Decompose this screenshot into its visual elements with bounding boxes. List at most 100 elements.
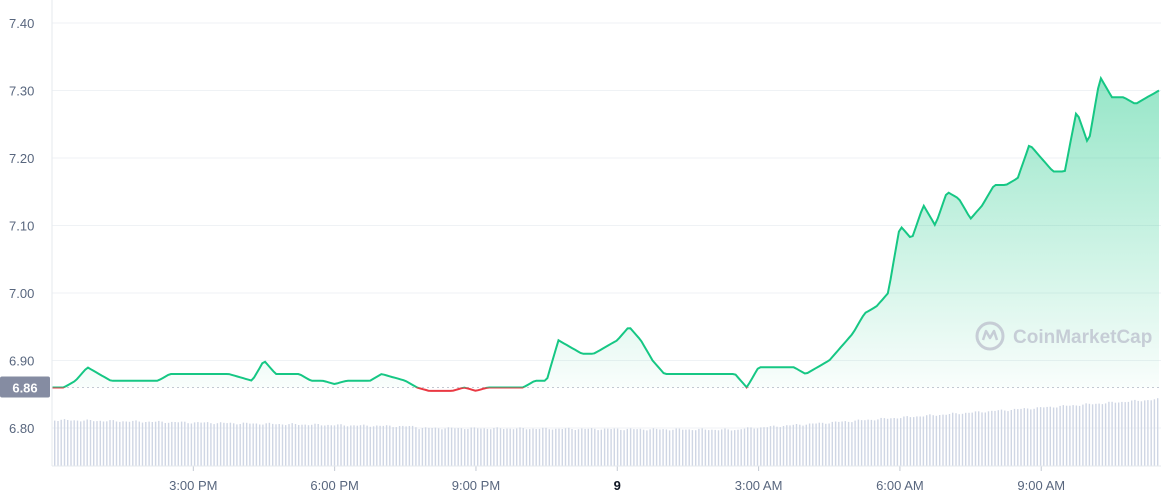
- volume-bar: [1121, 401, 1123, 466]
- volume-bar: [704, 429, 707, 466]
- volume-bar: [337, 424, 339, 466]
- y-tick-label: 7.10: [9, 219, 34, 234]
- volume-bar: [616, 428, 619, 466]
- volume-bar: [333, 425, 336, 466]
- volume-bar: [893, 418, 895, 466]
- volume-bar: [873, 420, 876, 466]
- volume-bar: [590, 428, 593, 466]
- volume-bar: [548, 429, 550, 466]
- volume-bar: [997, 410, 999, 466]
- volume-bar: [89, 420, 92, 466]
- volume-bar: [229, 422, 232, 466]
- volume-bar: [955, 413, 957, 466]
- volume-bar: [180, 421, 183, 466]
- volume-bar: [363, 424, 365, 466]
- volume-bar: [1065, 405, 1068, 466]
- volume-bar: [522, 428, 524, 466]
- volume-bar: [242, 422, 245, 466]
- volume-bar: [717, 430, 720, 466]
- volume-bar: [76, 420, 79, 466]
- volume-bar: [385, 425, 388, 466]
- volume-bar: [1104, 403, 1107, 466]
- volume-bar: [1046, 406, 1048, 466]
- volume-bar: [633, 429, 635, 466]
- volume-bars: [54, 398, 1159, 466]
- volume-bar: [106, 421, 108, 466]
- volume-bar: [216, 423, 219, 466]
- volume-bar: [516, 428, 518, 466]
- volume-bar: [132, 420, 134, 466]
- volume-bar: [246, 422, 248, 466]
- volume-bar: [610, 429, 612, 466]
- volume-bar: [415, 427, 417, 466]
- volume-bar: [1118, 402, 1120, 466]
- volume-bar: [568, 427, 570, 466]
- volume-bar: [1023, 408, 1025, 466]
- volume-bar: [70, 420, 72, 466]
- volume-bar: [83, 420, 85, 466]
- volume-bar: [860, 420, 863, 466]
- volume-bar: [939, 415, 941, 466]
- volume-bar: [701, 428, 703, 466]
- volume-bar: [197, 422, 199, 466]
- volume-bar: [389, 425, 391, 466]
- volume-bar: [346, 426, 349, 466]
- volume-bar: [652, 428, 655, 466]
- volume-bar: [317, 424, 319, 466]
- volume-bar: [886, 418, 889, 466]
- volume-bar: [626, 428, 628, 466]
- volume-bar: [958, 414, 960, 466]
- volume-bar: [581, 428, 583, 466]
- volume-bar: [1007, 411, 1009, 466]
- volume-bar: [80, 421, 82, 466]
- volume-bar: [685, 429, 687, 466]
- volume-bar: [233, 423, 235, 466]
- volume-bar: [747, 427, 749, 466]
- volume-bar: [642, 429, 645, 466]
- volume-bar: [828, 423, 830, 466]
- volume-bar: [490, 429, 492, 466]
- volume-bar: [392, 427, 394, 466]
- volume-bar: [727, 429, 729, 466]
- volume-bar: [571, 429, 573, 466]
- x-tick-label: 9:00 PM: [452, 478, 500, 493]
- volume-bar: [734, 430, 736, 466]
- volume-bar: [164, 423, 166, 466]
- volume-bar: [691, 430, 694, 466]
- volume-bar: [776, 426, 778, 466]
- volume-bar: [574, 430, 576, 466]
- volume-bar: [551, 429, 554, 466]
- volume-bar: [662, 429, 664, 466]
- volume-bar: [932, 415, 934, 466]
- volume-bar: [460, 428, 463, 466]
- volume-bar: [1150, 400, 1152, 466]
- volume-bar: [203, 422, 206, 466]
- volume-bar: [135, 420, 137, 466]
- volume-bar: [678, 428, 681, 466]
- y-tick-label: 6.90: [9, 354, 34, 369]
- y-tick-label: 7.40: [9, 16, 34, 31]
- volume-bar: [301, 424, 303, 466]
- volume-bar: [1075, 405, 1078, 466]
- volume-bar: [799, 424, 801, 466]
- volume-bar: [441, 429, 443, 466]
- watermark-text: CoinMarketCap: [1013, 327, 1152, 348]
- volume-bar: [854, 420, 856, 466]
- volume-bar: [851, 422, 853, 466]
- volume-bar: [112, 420, 114, 466]
- area-fill-above: [52, 78, 1159, 388]
- volume-bar: [1069, 405, 1071, 466]
- volume-bar: [903, 416, 905, 466]
- volume-bar: [636, 429, 638, 466]
- volume-bar: [1049, 406, 1051, 466]
- volume-bar: [350, 425, 352, 466]
- volume-bar: [483, 428, 485, 466]
- price-area-fill: [52, 78, 1159, 388]
- volume-bar: [359, 425, 362, 466]
- volume-bar: [769, 426, 772, 466]
- volume-bar: [838, 421, 840, 466]
- volume-bar: [330, 425, 332, 466]
- volume-bar: [148, 421, 150, 466]
- volume-bar: [786, 425, 788, 466]
